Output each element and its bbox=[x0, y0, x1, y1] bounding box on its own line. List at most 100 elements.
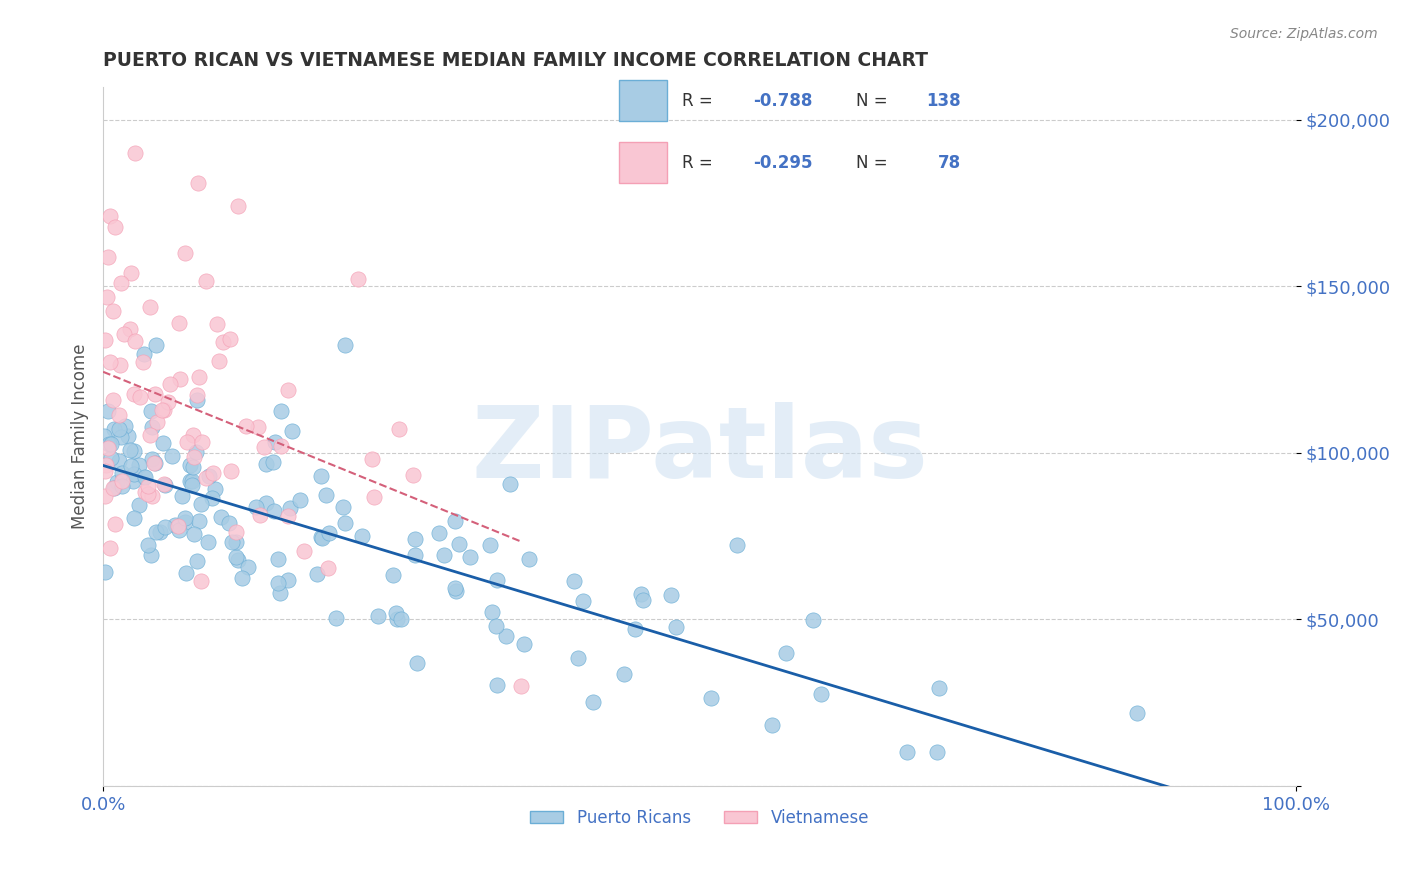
Vietnamese bbox=[169, 372, 191, 386]
Vietnamese bbox=[120, 321, 142, 335]
Puerto Ricans bbox=[269, 586, 291, 600]
Puerto Ricans bbox=[582, 695, 605, 709]
Vietnamese bbox=[104, 516, 127, 531]
Vietnamese bbox=[136, 486, 159, 500]
Puerto Ricans bbox=[231, 571, 253, 585]
Vietnamese bbox=[247, 420, 270, 434]
Vietnamese bbox=[108, 358, 131, 372]
Vietnamese bbox=[94, 458, 117, 472]
Vietnamese bbox=[211, 335, 233, 350]
Vietnamese bbox=[98, 354, 121, 368]
Puerto Ricans bbox=[108, 454, 131, 468]
Vietnamese bbox=[120, 266, 142, 280]
Puerto Ricans bbox=[700, 690, 723, 705]
Puerto Ricans bbox=[572, 593, 595, 607]
Vietnamese bbox=[153, 403, 176, 417]
Puerto Ricans bbox=[186, 445, 208, 459]
Vietnamese bbox=[190, 434, 212, 449]
Vietnamese bbox=[128, 390, 150, 404]
Puerto Ricans bbox=[633, 593, 655, 607]
Vietnamese bbox=[205, 317, 228, 331]
Puerto Ricans bbox=[567, 651, 589, 665]
Vietnamese bbox=[174, 246, 197, 260]
Puerto Ricans bbox=[132, 347, 155, 361]
Puerto Ricans bbox=[181, 477, 204, 491]
Vietnamese bbox=[277, 383, 299, 397]
Vietnamese bbox=[112, 327, 135, 342]
Puerto Ricans bbox=[896, 746, 918, 760]
Puerto Ricans bbox=[443, 514, 465, 528]
Text: R =: R = bbox=[682, 92, 718, 110]
Y-axis label: Median Family Income: Median Family Income bbox=[72, 343, 89, 529]
Puerto Ricans bbox=[498, 476, 520, 491]
Puerto Ricans bbox=[122, 467, 145, 482]
Puerto Ricans bbox=[433, 548, 456, 562]
Puerto Ricans bbox=[513, 636, 536, 650]
Puerto Ricans bbox=[406, 657, 429, 671]
Puerto Ricans bbox=[254, 496, 277, 510]
Vietnamese bbox=[270, 439, 292, 453]
Vietnamese bbox=[190, 574, 212, 588]
Puerto Ricans bbox=[221, 534, 243, 549]
Puerto Ricans bbox=[136, 538, 159, 552]
Puerto Ricans bbox=[332, 500, 354, 514]
Text: 78: 78 bbox=[938, 153, 962, 171]
Vietnamese bbox=[167, 316, 190, 330]
Puerto Ricans bbox=[153, 477, 176, 491]
Puerto Ricans bbox=[98, 436, 121, 450]
Puerto Ricans bbox=[174, 516, 197, 530]
Puerto Ricans bbox=[281, 424, 304, 438]
Puerto Ricans bbox=[114, 418, 136, 433]
Vietnamese bbox=[98, 541, 121, 555]
Vietnamese bbox=[96, 290, 118, 304]
Vietnamese bbox=[188, 370, 211, 384]
Vietnamese bbox=[97, 250, 120, 264]
Puerto Ricans bbox=[186, 392, 208, 407]
Puerto Ricans bbox=[385, 607, 408, 621]
Vietnamese bbox=[509, 679, 531, 693]
Puerto Ricans bbox=[93, 429, 115, 443]
Vietnamese bbox=[111, 475, 134, 489]
Puerto Ricans bbox=[267, 551, 290, 566]
Puerto Ricans bbox=[1126, 706, 1149, 720]
Puerto Ricans bbox=[201, 491, 224, 505]
Puerto Ricans bbox=[198, 469, 221, 483]
Puerto Ricans bbox=[153, 520, 176, 534]
Puerto Ricans bbox=[335, 516, 357, 530]
Puerto Ricans bbox=[277, 574, 299, 588]
Text: PUERTO RICAN VS VIETNAMESE MEDIAN FAMILY INCOME CORRELATION CHART: PUERTO RICAN VS VIETNAMESE MEDIAN FAMILY… bbox=[103, 51, 928, 70]
Vietnamese bbox=[146, 415, 169, 429]
Puerto Ricans bbox=[209, 509, 232, 524]
Puerto Ricans bbox=[427, 525, 450, 540]
FancyBboxPatch shape bbox=[620, 142, 666, 184]
Puerto Ricans bbox=[810, 686, 832, 700]
Puerto Ricans bbox=[309, 468, 332, 483]
Puerto Ricans bbox=[149, 525, 172, 540]
Puerto Ricans bbox=[458, 549, 481, 564]
Vietnamese bbox=[187, 176, 209, 190]
Puerto Ricans bbox=[278, 501, 301, 516]
Vietnamese bbox=[235, 418, 257, 433]
Vietnamese bbox=[219, 332, 242, 346]
Puerto Ricans bbox=[245, 500, 267, 515]
Puerto Ricans bbox=[288, 493, 311, 508]
Text: ZIPatlas: ZIPatlas bbox=[471, 401, 928, 499]
Puerto Ricans bbox=[485, 619, 508, 633]
Text: R =: R = bbox=[682, 153, 718, 171]
Puerto Ricans bbox=[309, 530, 332, 544]
Puerto Ricans bbox=[134, 470, 156, 484]
Puerto Ricans bbox=[264, 434, 287, 449]
Puerto Ricans bbox=[141, 420, 163, 434]
Puerto Ricans bbox=[145, 338, 167, 352]
Vietnamese bbox=[277, 509, 299, 524]
Puerto Ricans bbox=[128, 498, 150, 512]
Vietnamese bbox=[292, 544, 315, 558]
Vietnamese bbox=[150, 402, 173, 417]
Puerto Ricans bbox=[254, 457, 277, 471]
Text: 138: 138 bbox=[927, 92, 962, 110]
Puerto Ricans bbox=[110, 466, 132, 480]
Vietnamese bbox=[253, 440, 276, 454]
Vietnamese bbox=[219, 464, 242, 478]
Puerto Ricans bbox=[197, 535, 219, 549]
Puerto Ricans bbox=[122, 443, 145, 458]
